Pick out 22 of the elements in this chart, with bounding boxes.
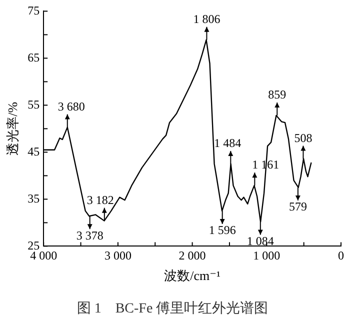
annotation: 1 596	[208, 223, 236, 238]
annotation: 1 806	[193, 12, 220, 26]
x-tick-label: 2 000	[178, 248, 206, 263]
x-axis-title: 波数/cm⁻¹	[164, 268, 221, 283]
annotation: 1 084	[246, 234, 274, 248]
y-tick-label: 75	[28, 3, 40, 18]
y-tick-label: 55	[28, 97, 40, 112]
x-tick-label: 1 000	[253, 248, 280, 263]
annotation: 3 182	[86, 192, 114, 207]
y-axis-title: 透光率/%	[5, 102, 20, 156]
text: 图 1 BC-Fe 傅里叶红外光谱图	[76, 300, 268, 316]
x-tick-label: 0	[338, 248, 344, 263]
annotation: 579	[288, 200, 307, 214]
x-tick-label: 3 000	[104, 248, 132, 263]
annotation: 3 378	[76, 228, 104, 242]
annotation: 3 680	[58, 99, 85, 114]
annotation: 1 484	[214, 136, 242, 150]
annotation: 859	[268, 88, 286, 102]
y-tick-label: 45	[28, 144, 40, 158]
y-tick-label: 65	[28, 50, 40, 64]
y-tick-label: 35	[28, 191, 40, 206]
annotation: 508	[294, 130, 312, 145]
